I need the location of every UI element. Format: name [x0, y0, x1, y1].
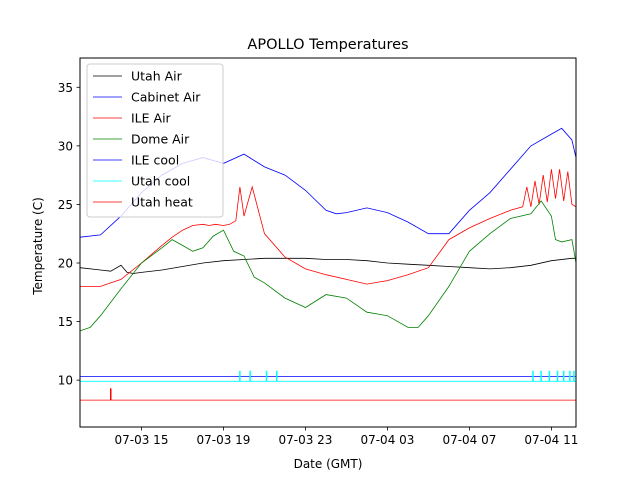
plot-frame: [79, 57, 577, 428]
legend-label-cabinet-air: Cabinet Air: [131, 90, 201, 105]
axis-layer: 07-03 15 07-03 19 07-03 23 07-04 03 07-04 07…: [58, 81, 579, 447]
series-line-utah-air: [80, 257, 576, 274]
legend-label-ile-cool: ILE cool: [131, 153, 179, 168]
series-line-dome-air: [80, 200, 576, 332]
x-tick-label: 07-03 23: [278, 433, 332, 447]
legend-label-dome-air: Dome Air: [131, 132, 190, 147]
legend-label-utah-heat: Utah heat: [131, 195, 193, 210]
x-tick-label: 07-03 19: [196, 433, 250, 447]
legend-label-utah-cool: Utah cool: [131, 174, 190, 189]
y-tick-label: 35: [58, 81, 73, 95]
legend-label-utah-air: Utah Air: [131, 69, 183, 84]
x-tick-label: 07-04 03: [360, 433, 414, 447]
y-tick-label: 10: [58, 374, 73, 388]
legend-label-ile-air: ILE Air: [131, 111, 172, 126]
y-tick-label: 20: [58, 257, 73, 271]
x-tick-label: 07-04 07: [442, 433, 496, 447]
x-axis-label: Date (GMT): [294, 457, 363, 471]
series-line-ile-air: [80, 169, 576, 287]
chart-title: APOLLO Temperatures: [247, 37, 408, 53]
legend: Utah Air Cabinet Air ILE Air Dome Air ILE co…: [86, 63, 224, 218]
x-tick-label: 07-03 15: [115, 433, 169, 447]
y-tick-label: 15: [58, 315, 73, 329]
legend-box: [86, 63, 224, 218]
y-axis-label: Temperature (C): [31, 197, 45, 296]
y-tick-label: 25: [58, 198, 73, 212]
x-tick-label: 07-04 11: [524, 433, 578, 447]
y-tick-label: 30: [58, 139, 73, 153]
